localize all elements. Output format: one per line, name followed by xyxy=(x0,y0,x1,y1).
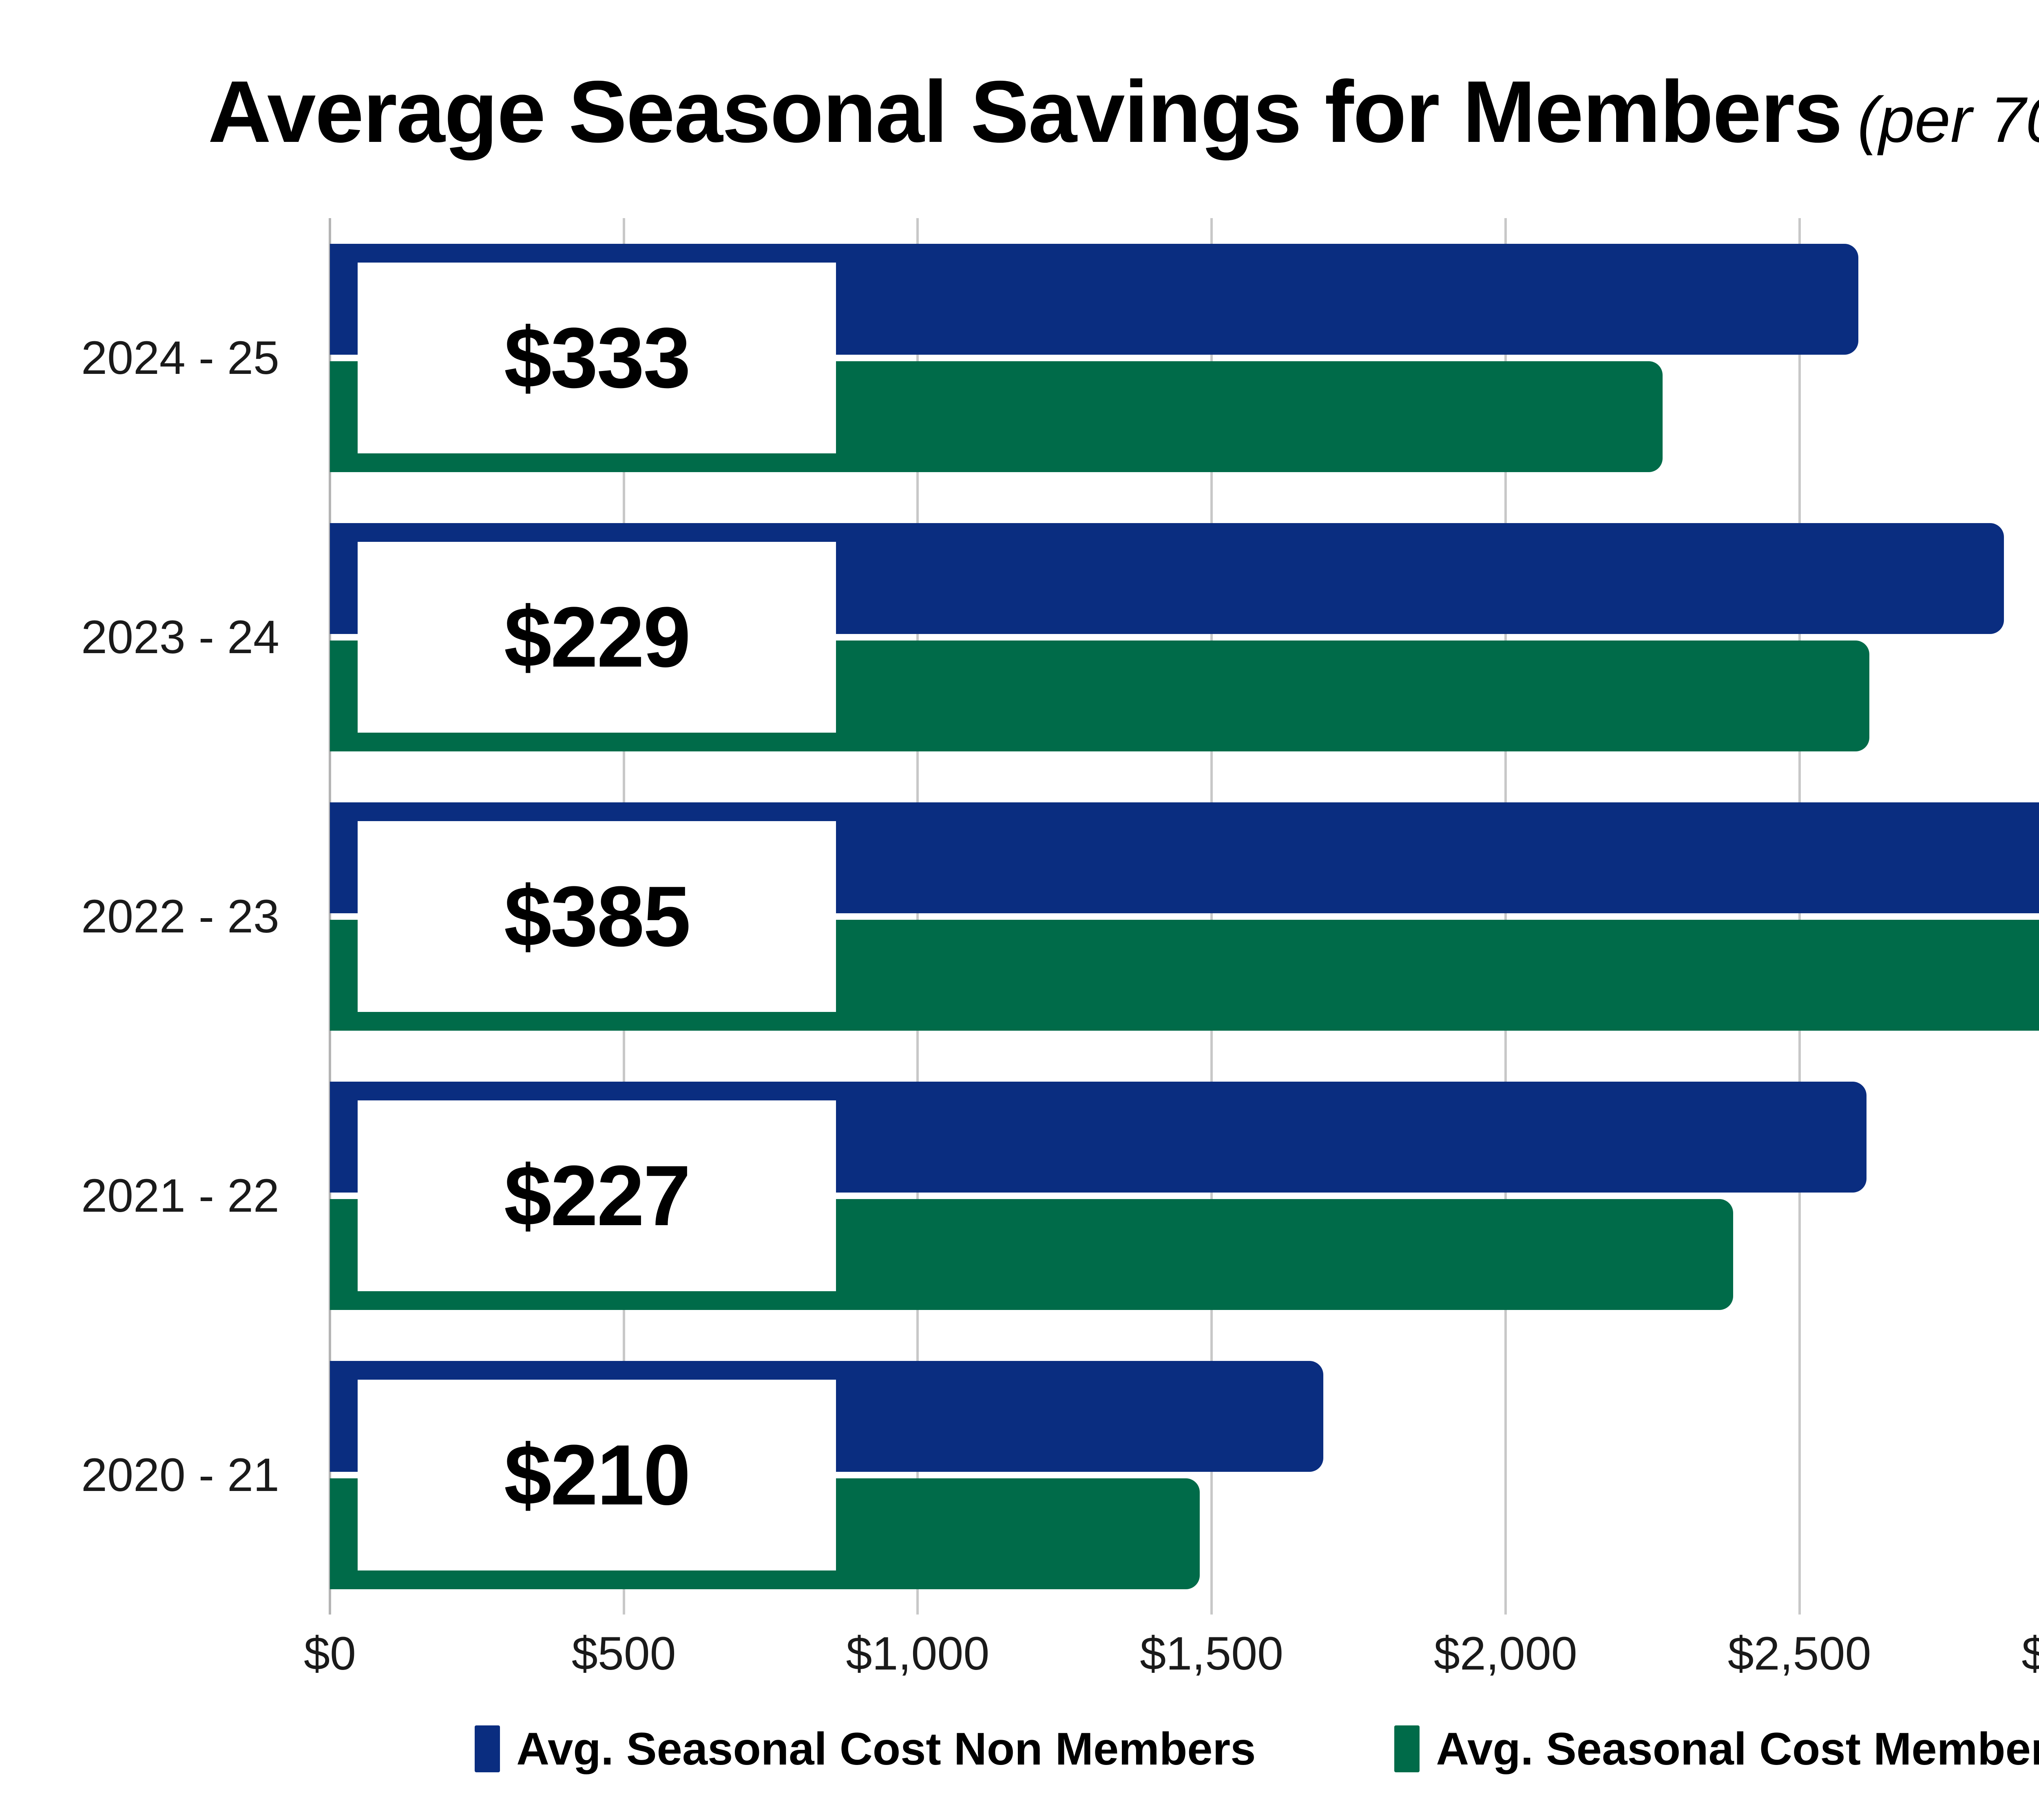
legend-swatch-icon xyxy=(1394,1725,1420,1772)
savings-value: $210 xyxy=(504,1427,691,1523)
y-axis-tick-label: 2020 - 21 xyxy=(81,1449,279,1501)
legend-item[interactable]: Avg. Seasonal Cost Members xyxy=(1394,1723,2039,1775)
savings-callout-box: $227 xyxy=(358,1100,836,1291)
savings-callout-box: $333 xyxy=(358,262,836,453)
x-axis-tick-label: $1,500 xyxy=(1140,1628,1284,1680)
savings-callout-box: $385 xyxy=(358,821,836,1012)
savings-callout-box: $210 xyxy=(358,1379,836,1570)
x-axis-tick-label: $2,000 xyxy=(1433,1628,1577,1680)
gridline-1500 xyxy=(1210,218,1213,1615)
chart-title-subtitle: (per 700 gallons) xyxy=(1857,84,2039,156)
x-axis-tick-label: $2,500 xyxy=(1727,1628,1871,1680)
x-axis: $0$500$1,000$1,500$2,000$2,500$3,000$3,5… xyxy=(304,1627,2039,1684)
gridline-1000 xyxy=(916,218,919,1615)
x-axis-tick-label: $1,000 xyxy=(846,1628,990,1680)
y-axis-tick-label: 2024 - 25 xyxy=(81,331,279,384)
savings-value: $229 xyxy=(504,589,691,685)
legend-label: Avg. Seasonal Cost Members xyxy=(1436,1723,2039,1774)
legend-swatch-icon xyxy=(475,1725,500,1772)
x-axis-tick-label: $500 xyxy=(571,1628,676,1680)
y-axis-tick-label: 2023 - 24 xyxy=(81,611,279,663)
savings-value: $333 xyxy=(504,309,691,406)
legend-item[interactable]: Avg. Seasonal Cost Non Members xyxy=(475,1723,1256,1775)
savings-value: $227 xyxy=(504,1147,691,1244)
chart-plot-area: $333 $229 $385 $227 $210 xyxy=(329,218,2039,1615)
gridline-2000 xyxy=(1504,218,1507,1615)
y-axis-tick-label: 2021 - 22 xyxy=(81,1169,279,1222)
chart-legend: Avg. Seasonal Cost Non Members Avg. Seaso… xyxy=(0,1723,2039,1775)
y-axis: 2024 - 25 2023 - 24 2022 - 23 2021 - 22 2020… xyxy=(0,218,308,1615)
x-axis-tick-label: $0 xyxy=(304,1628,356,1680)
x-axis-tick-label: $3,000 xyxy=(2021,1628,2039,1680)
gridline-0 xyxy=(329,218,331,1615)
savings-callout-box: $229 xyxy=(358,541,836,733)
gridline-2500 xyxy=(1798,218,1801,1615)
y-axis-tick-label: 2022 - 23 xyxy=(81,890,279,943)
page-title: Average Seasonal Savings for Members (per… xyxy=(0,61,2039,162)
savings-value: $385 xyxy=(504,868,691,964)
legend-label: Avg. Seasonal Cost Non Members xyxy=(516,1723,1256,1774)
chart-title-main: Average Seasonal Savings for Members xyxy=(208,62,1843,161)
